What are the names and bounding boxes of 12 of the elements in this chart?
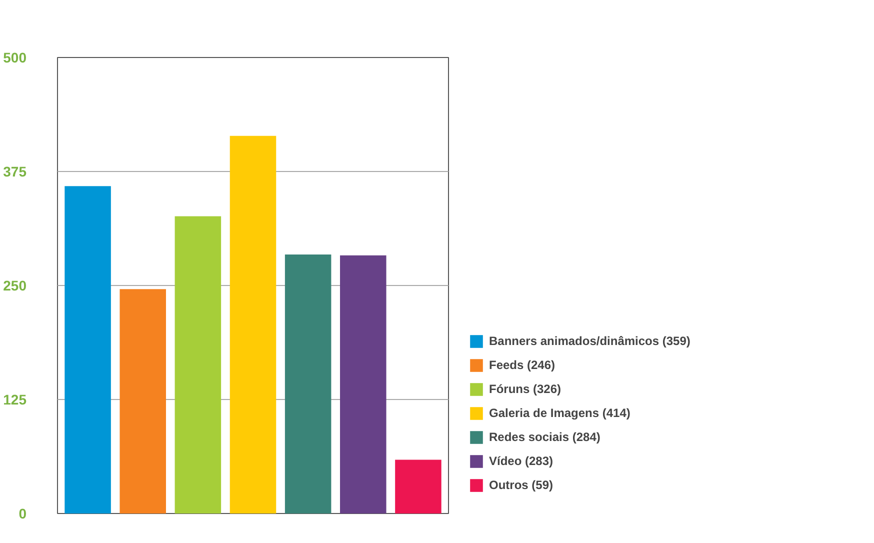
y-tick-label: 125 bbox=[3, 392, 27, 408]
legend-label: Fóruns (326) bbox=[489, 382, 562, 396]
legend-label: Outros (59) bbox=[489, 478, 554, 492]
legend-label: Feeds (246) bbox=[489, 358, 556, 372]
y-tick-label: 500 bbox=[3, 50, 27, 66]
y-tick-label: 0 bbox=[18, 506, 27, 522]
y-tick-label: 375 bbox=[3, 164, 27, 180]
y-tick-label: 250 bbox=[3, 278, 27, 294]
legend-label: Redes sociais (284) bbox=[489, 430, 600, 444]
legend-label: Vídeo (283) bbox=[489, 454, 554, 468]
legend-label: Galeria de Imagens (414) bbox=[489, 406, 630, 420]
legend-label: Banners animados/dinâmicos (359) bbox=[489, 334, 690, 348]
